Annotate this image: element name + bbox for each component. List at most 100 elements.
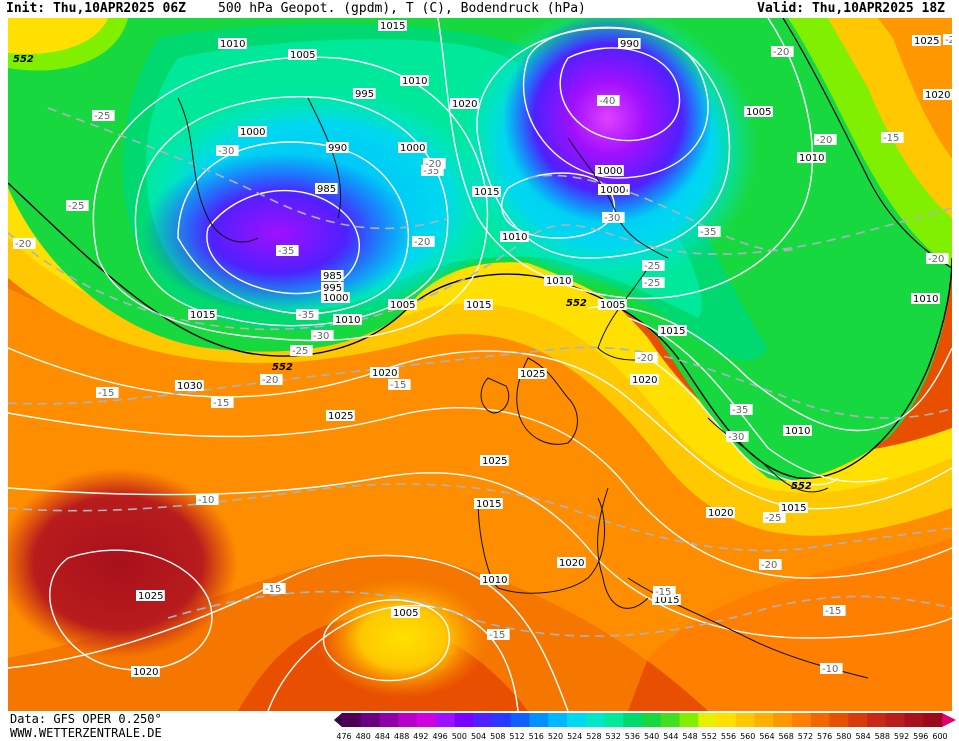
temperature-label: -35 <box>421 165 444 177</box>
color-legend: 476 480 484 488 492 496 500 504 508 512 516 520 524 5… <box>334 713 956 741</box>
temperature-label: -30 <box>726 431 749 443</box>
svg-text:552: 552 <box>566 298 587 309</box>
temperature-label: -15 <box>388 379 411 391</box>
svg-text:-15: -15 <box>489 630 505 641</box>
svg-text:-10: -10 <box>822 664 838 675</box>
temperature-label: -25 <box>642 260 665 272</box>
height-label: 552 <box>13 54 34 65</box>
legend-arrow-high <box>942 713 956 727</box>
legend-value: 536 <box>625 732 640 741</box>
temperature-label: -20 <box>759 559 782 571</box>
svg-text:1015: 1015 <box>654 595 679 606</box>
svg-text:995: 995 <box>323 283 342 294</box>
pressure-label: 1000 <box>238 126 267 138</box>
legend-swatch <box>923 713 943 727</box>
svg-text:-25: -25 <box>644 278 660 289</box>
pressure-label: 1020 <box>450 98 479 110</box>
legend-swatch <box>473 713 493 727</box>
pressure-label: 1025 <box>326 410 355 422</box>
pressure-label: 1015 <box>378 20 407 32</box>
legend-swatch <box>848 713 868 727</box>
svg-text:1025: 1025 <box>520 369 545 380</box>
temperature-label: -40 <box>597 95 620 107</box>
svg-text:1015: 1015 <box>380 21 405 32</box>
legend-swatch <box>717 713 737 727</box>
svg-text:-40: -40 <box>599 96 615 107</box>
cold-low-west <box>143 153 413 313</box>
svg-text:1010: 1010 <box>402 76 427 87</box>
chart-title: 500 hPa Geopot. (gpdm), T (C), Bodendruc… <box>218 1 586 16</box>
svg-text:1025: 1025 <box>482 456 507 467</box>
pressure-label: 1010 <box>400 75 429 87</box>
temperature-label: -25 <box>66 200 89 212</box>
legend-swatch <box>379 713 399 727</box>
svg-text:-35: -35 <box>423 166 439 177</box>
contour-552-line <box>8 182 952 480</box>
pressure-label: 1015 <box>464 299 493 311</box>
temperature-label: -35 <box>730 404 753 416</box>
legend-swatch <box>660 713 680 727</box>
temperature-labels: -25 -30 -25 -20 -35 -35 -30 -25 -20 -15 -15 -10 -15 -… <box>13 34 952 675</box>
legend-value: 588 <box>875 732 890 741</box>
legend-swatch <box>585 713 605 727</box>
svg-text:1020: 1020 <box>559 558 584 569</box>
legend-swatch <box>548 713 568 727</box>
temperature-label: -15 <box>487 629 510 641</box>
svg-text:552: 552 <box>13 54 34 65</box>
svg-text:-25: -25 <box>765 513 781 524</box>
svg-text:-15: -15 <box>98 388 114 399</box>
legend-swatch <box>679 713 699 727</box>
legend-swatch <box>885 713 905 727</box>
svg-text:1010: 1010 <box>335 315 360 326</box>
hot-core-atlantic <box>8 468 238 658</box>
legend-value: 484 <box>375 732 390 741</box>
svg-text:995: 995 <box>355 89 374 100</box>
pressure-label: 1010 <box>797 152 826 164</box>
temperature-label: -20 <box>814 134 837 146</box>
svg-text:1010: 1010 <box>799 153 824 164</box>
svg-text:-10: -10 <box>198 495 214 506</box>
svg-text:1020: 1020 <box>708 508 733 519</box>
legend-swatch <box>454 713 474 727</box>
temperature-label: -25 <box>642 277 665 289</box>
legend-swatch <box>623 713 643 727</box>
temperature-label: -30 <box>311 330 334 342</box>
svg-text:1020: 1020 <box>632 375 657 386</box>
legend-value: 544 <box>663 732 678 741</box>
svg-text:1005: 1005 <box>290 50 315 61</box>
legend-value: 528 <box>586 732 601 741</box>
pressure-label: 995 <box>353 88 376 100</box>
svg-text:-15: -15 <box>390 380 406 391</box>
pressure-label: 1000 <box>598 184 627 196</box>
svg-text:1025: 1025 <box>914 36 939 47</box>
pressure-label: 1010 <box>500 231 529 243</box>
pressure-label: 1010 <box>911 293 940 305</box>
temperature-label: -30 <box>602 212 625 224</box>
legend-value: 476 <box>336 732 351 741</box>
forecast-map: 552 552 552 552 1010 1005 1015 995 990 1010 1020 1… <box>8 18 952 711</box>
pressure-label: 990 <box>618 38 641 50</box>
svg-text:-30: -30 <box>728 432 744 443</box>
temperature-label: -20 <box>771 46 794 58</box>
svg-text:1015: 1015 <box>476 499 501 510</box>
legend-value: 512 <box>509 732 524 741</box>
legend-value: 584 <box>855 732 870 741</box>
pressure-label: 1000 <box>595 165 624 177</box>
legend-swatch <box>567 713 587 727</box>
svg-text:1025: 1025 <box>328 411 353 422</box>
legend-value: 564 <box>759 732 774 741</box>
pressure-label: 1020 <box>370 367 399 379</box>
legend-value: 496 <box>432 732 447 741</box>
data-source: Data: GFS OPER 0.250° <box>10 712 162 726</box>
svg-text:-20: -20 <box>15 239 31 250</box>
pressure-label: 1005 <box>598 299 627 311</box>
isotherms <box>8 107 952 637</box>
pressure-label: 1015 <box>188 309 217 321</box>
cold-low-east <box>503 18 713 223</box>
temperature-label: -25 <box>943 34 952 46</box>
height-label: 552 <box>791 481 812 492</box>
legend-value: 592 <box>894 732 909 741</box>
svg-text:552: 552 <box>272 362 293 373</box>
legend-value: 540 <box>644 732 659 741</box>
